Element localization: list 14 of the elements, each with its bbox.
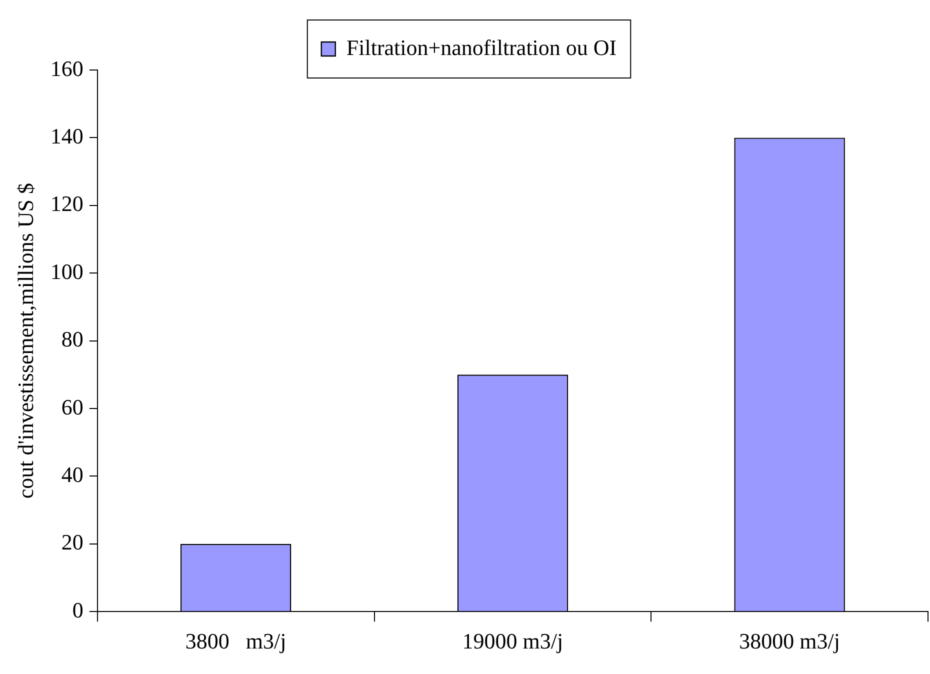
y-tick-label: 100 — [50, 258, 84, 284]
y-tick-label: 160 — [50, 56, 84, 81]
y-axis-title: cout d'investissement,millions US $ — [12, 182, 38, 499]
x-tick-label: 3800 m3/j — [185, 628, 286, 654]
y-tick-label: 20 — [61, 530, 84, 555]
legend-label: Filtration+nanofiltration ou OI — [346, 34, 617, 60]
y-tick-label: 80 — [61, 326, 84, 352]
y-tick-label: 140 — [50, 123, 84, 148]
y-tick-label: 40 — [61, 462, 84, 487]
y-tick-label: 60 — [61, 394, 84, 420]
y-tick-label: 0 — [72, 597, 84, 622]
y-tick-label: 120 — [50, 191, 84, 216]
x-tick-label: 38000 m3/j — [739, 628, 840, 654]
x-tick-label: 19000 m3/j — [462, 628, 564, 654]
